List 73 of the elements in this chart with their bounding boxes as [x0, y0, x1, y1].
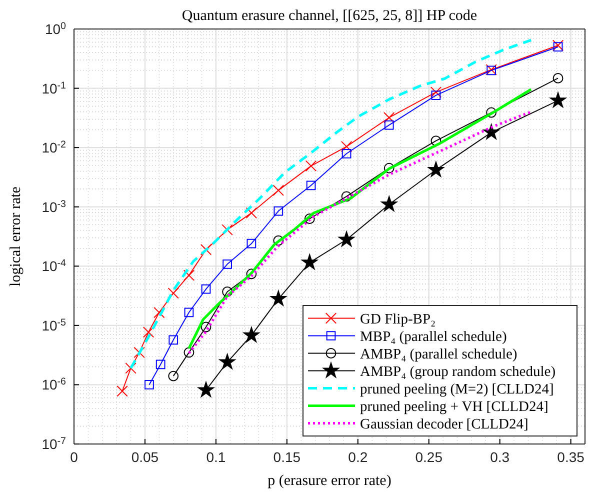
x-tick-label: 0.3 — [490, 448, 510, 465]
point — [134, 346, 145, 358]
point — [553, 42, 563, 52]
y-tick-label: 10$^{-4}$ — [42, 258, 67, 274]
legend-label: AMBP₄ (group random schedule) — [360, 364, 556, 380]
point — [273, 235, 284, 246]
x-tick-label: 0.05 — [131, 448, 159, 465]
point — [483, 124, 500, 140]
point — [431, 90, 441, 100]
point — [116, 385, 128, 397]
y-tick-label: 10$^{-7}$ — [42, 436, 66, 452]
legend-label: GD Flip-BP₂ — [360, 311, 436, 328]
point — [183, 270, 195, 281]
x-tick-label: 0.1 — [206, 448, 226, 465]
chart-title: Quantum erasure channel, [[625, 25, 8]] HP code — [182, 8, 478, 24]
y-tick-label: 10$^{-5}$ — [42, 316, 67, 334]
point — [272, 184, 284, 196]
point — [144, 380, 154, 390]
point — [384, 112, 395, 124]
x-tick-label: 0.25 — [415, 448, 443, 465]
x-tick-label: 0.15 — [273, 448, 301, 465]
point — [306, 180, 316, 190]
point — [430, 86, 442, 98]
x-axis-title: p (erasure error rate) — [268, 473, 392, 489]
legend-label: Gaussian decoder [CLLD24] — [360, 416, 528, 432]
legend-label: pruned peeling (M=2) [CLLD24] — [360, 381, 554, 398]
point — [246, 268, 257, 280]
legend-label: AMBP₄ (parallel schedule) — [360, 346, 518, 362]
point — [550, 92, 566, 108]
point — [428, 162, 444, 177]
point — [156, 360, 166, 370]
point — [341, 191, 352, 202]
legend-label: pruned peeling + VH [CLLD24] — [360, 398, 548, 415]
point — [222, 259, 232, 269]
x-tick-label: 0.35 — [557, 448, 585, 465]
point — [184, 347, 194, 358]
point — [198, 382, 214, 398]
point — [381, 196, 398, 212]
point — [274, 206, 284, 216]
point — [142, 326, 154, 338]
y-axis-title: logical error rate — [8, 186, 24, 286]
point — [125, 362, 136, 374]
legend-label: MBP₄ (parallel schedule) — [360, 328, 507, 345]
point — [342, 148, 352, 158]
point — [302, 254, 318, 270]
y-tick-label: 10$^{-1}$ — [42, 80, 66, 96]
point — [552, 40, 564, 51]
point — [305, 160, 317, 172]
x-tick-label: 0.2 — [348, 448, 368, 465]
point — [168, 335, 178, 345]
point — [222, 286, 233, 297]
point — [154, 306, 165, 318]
point — [552, 72, 564, 84]
point — [243, 326, 260, 342]
y-tick-label: 10$^{-2}$ — [42, 139, 66, 156]
point — [270, 290, 286, 306]
point — [384, 162, 394, 174]
point — [246, 207, 258, 219]
point — [384, 120, 394, 130]
point — [304, 214, 315, 224]
point — [246, 238, 256, 248]
point — [219, 354, 236, 370]
point — [200, 322, 212, 332]
y-tick-label: 10$^{-3}$ — [42, 198, 67, 215]
point — [184, 308, 194, 318]
point — [486, 107, 497, 118]
x-tick-label: 0 — [70, 448, 78, 465]
point — [340, 140, 352, 152]
point — [168, 370, 179, 382]
point — [201, 284, 211, 294]
y-tick-label: 10$^{-6}$ — [42, 376, 67, 393]
point — [338, 231, 355, 247]
y-tick-label: 10$^{0}$ — [44, 20, 67, 37]
